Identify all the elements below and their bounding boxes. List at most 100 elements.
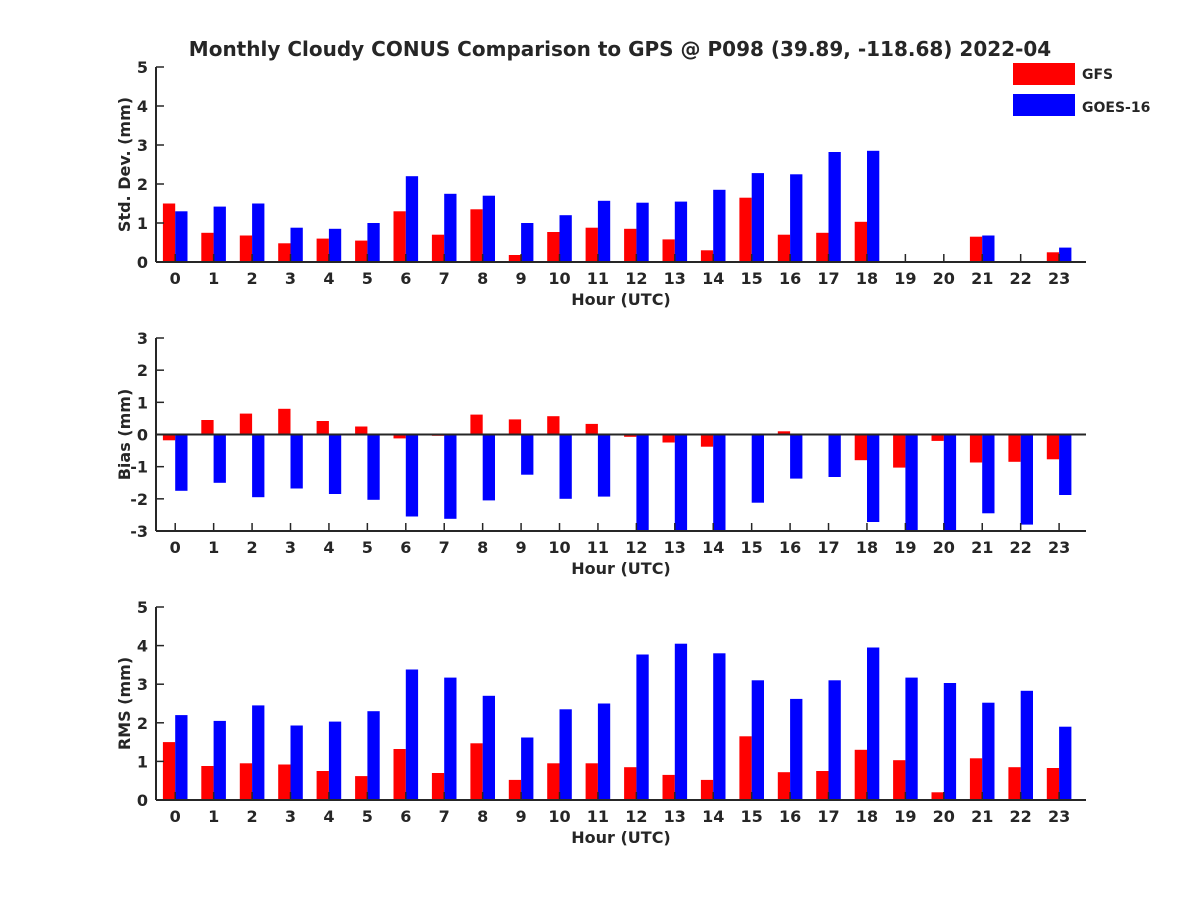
bar-goes16-hour-13 [674,643,688,800]
bar-goes16-hour-4 [328,434,342,494]
x-tick-label: 7 [439,538,450,557]
y-tick-label: 5 [137,58,148,77]
bar-gfs-hour-16 [777,772,791,800]
x-tick-label: 13 [664,807,686,826]
x-tick-label: 15 [741,807,763,826]
bar-gfs-hour-8 [470,743,483,800]
x-tick-label: 11 [587,807,609,826]
y-tick-label: 0 [137,253,148,272]
bar-gfs-hour-23 [1046,434,1060,460]
x-tick-label: 22 [1010,807,1032,826]
bar-goes16-hour-0 [175,715,188,800]
bar-goes16-hour-23 [1059,434,1072,495]
x-tick-label: 12 [625,269,647,288]
x-tick-label: 10 [548,807,570,826]
bar-goes16-hour-8 [482,434,495,501]
bar-gfs-hour-6 [393,749,406,800]
bar-goes16-hour-7 [444,434,457,519]
bar-goes16-hour-21 [982,434,995,514]
x-tick-label: 7 [439,269,450,288]
x-tick-label: 16 [779,538,801,557]
x-tick-label: 22 [1010,269,1032,288]
bar-gfs-hour-1 [201,420,214,435]
bar-gfs-hour-0 [162,434,176,441]
bar-gfs-hour-19 [893,760,906,800]
x-tick-label: 11 [587,269,609,288]
bar-gfs-hour-7 [431,773,445,800]
bar-goes16-hour-5 [367,434,380,500]
bar-goes16-hour-0 [175,434,188,491]
y-tick-label: -3 [130,522,148,541]
bar-gfs-hour-14 [700,779,714,800]
bar-goes16-hour-16 [790,698,803,800]
y-tick-label: 3 [137,136,148,155]
bar-goes16-hour-2 [252,434,265,498]
bar-goes16-hour-13 [674,434,688,531]
bar-goes16-hour-22 [1020,690,1033,800]
bar-goes16-hour-22 [1020,434,1033,525]
x-tick-label: 15 [741,269,763,288]
x-tick-label: 2 [247,538,258,557]
bar-gfs-hour-3 [278,243,291,262]
bar-gfs-hour-12 [624,767,637,800]
bar-goes16-hour-11 [597,200,611,262]
y-tick-label: -2 [130,490,148,509]
bar-gfs-hour-22 [1008,434,1021,462]
bar-goes16-hour-16 [790,174,803,263]
chart-title: Monthly Cloudy CONUS Comparison to GPS @… [189,37,1051,61]
bar-gfs-hour-11 [585,423,598,435]
bar-goes16-hour-7 [444,677,457,800]
bar-goes16-hour-18 [867,150,880,262]
x-tick-label: 0 [170,807,181,826]
x-tick-label: 15 [741,538,763,557]
y-tick-label: 0 [137,426,148,445]
bar-gfs-hour-18 [854,434,867,461]
bar-gfs-hour-20 [931,792,944,800]
bar-gfs-hour-22 [1008,767,1021,800]
x-tick-label: 20 [933,538,955,557]
bar-gfs-hour-9 [508,255,522,262]
bar-gfs-hour-1 [201,232,214,263]
x-tick-label: 14 [702,269,724,288]
x-tick-label: 4 [323,269,334,288]
bar-gfs-hour-7 [431,234,445,262]
bar-goes16-hour-10 [559,215,572,262]
bar-goes16-hour-4 [328,228,342,262]
bar-goes16-hour-7 [444,193,457,263]
bar-gfs-hour-11 [585,763,598,800]
bar-goes16-hour-1 [213,206,226,262]
legend-label-goes16: GOES-16 [1082,100,1150,116]
y-tick-label: 1 [137,752,148,771]
x-tick-label: 1 [208,538,219,557]
bar-goes16-hour-11 [597,434,611,497]
x-tick-label: 9 [516,807,527,826]
bar-gfs-hour-14 [700,250,714,262]
x-tick-label: 17 [817,807,839,826]
bar-goes16-hour-15 [751,680,764,800]
x-tick-label: 23 [1048,807,1070,826]
bar-gfs-hour-13 [662,774,675,800]
bar-gfs-hour-4 [316,771,329,800]
bar-goes16-hour-6 [405,434,419,517]
bar-gfs-hour-18 [854,749,867,800]
x-tick-label: 19 [894,269,916,288]
legend: GFS GOES-16 [1013,63,1150,116]
x-tick-label: 12 [625,807,647,826]
x-tick-label: 5 [362,538,373,557]
y-tick-label: 4 [137,637,148,656]
bar-goes16-hour-15 [751,434,764,503]
bar-goes16-hour-8 [482,195,495,262]
x-tick-label: 6 [400,269,411,288]
bar-gfs-hour-15 [739,736,752,800]
bar-goes16-hour-13 [674,201,688,262]
bar-goes16-hour-2 [252,203,265,262]
bar-gfs-hour-4 [316,238,329,262]
bar-gfs-hour-10 [547,763,560,800]
bar-goes16-hour-20 [943,434,957,531]
bar-goes16-hour-12 [636,654,649,800]
y-tick-label: 1 [137,393,148,412]
